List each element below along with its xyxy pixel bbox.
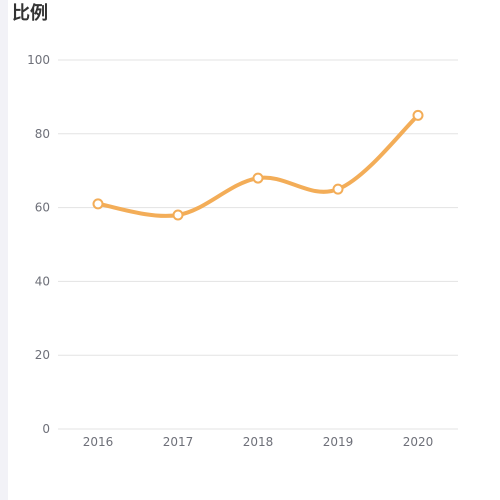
x-tick-label: 2018	[243, 435, 274, 449]
x-tick-label: 2019	[323, 435, 354, 449]
y-tick-label: 60	[35, 201, 50, 215]
series-lines	[96, 113, 420, 218]
data-point[interactable]	[172, 209, 184, 221]
x-tick-label: 2016	[83, 435, 114, 449]
y-tick-label: 0	[42, 422, 50, 436]
data-point[interactable]	[252, 172, 264, 184]
x-tick-labels: 2016 2017 2018 2019 2020	[83, 435, 434, 449]
y-tick-label: 40	[35, 274, 50, 288]
series-line	[96, 113, 420, 218]
x-tick-label: 2020	[403, 435, 434, 449]
left-edge-strip	[0, 0, 8, 500]
grid-lines	[58, 59, 458, 430]
data-point[interactable]	[92, 198, 104, 210]
x-tick-label: 2017	[163, 435, 194, 449]
y-tick-labels: 0 20 40 60 80 100	[27, 53, 50, 436]
y-tick-label: 80	[35, 127, 50, 141]
data-point[interactable]	[332, 183, 344, 195]
y-tick-label: 100	[27, 53, 50, 67]
chart-title: 比例	[12, 3, 48, 24]
series-points	[92, 109, 424, 221]
y-tick-label: 20	[35, 348, 50, 362]
data-point[interactable]	[412, 109, 424, 121]
